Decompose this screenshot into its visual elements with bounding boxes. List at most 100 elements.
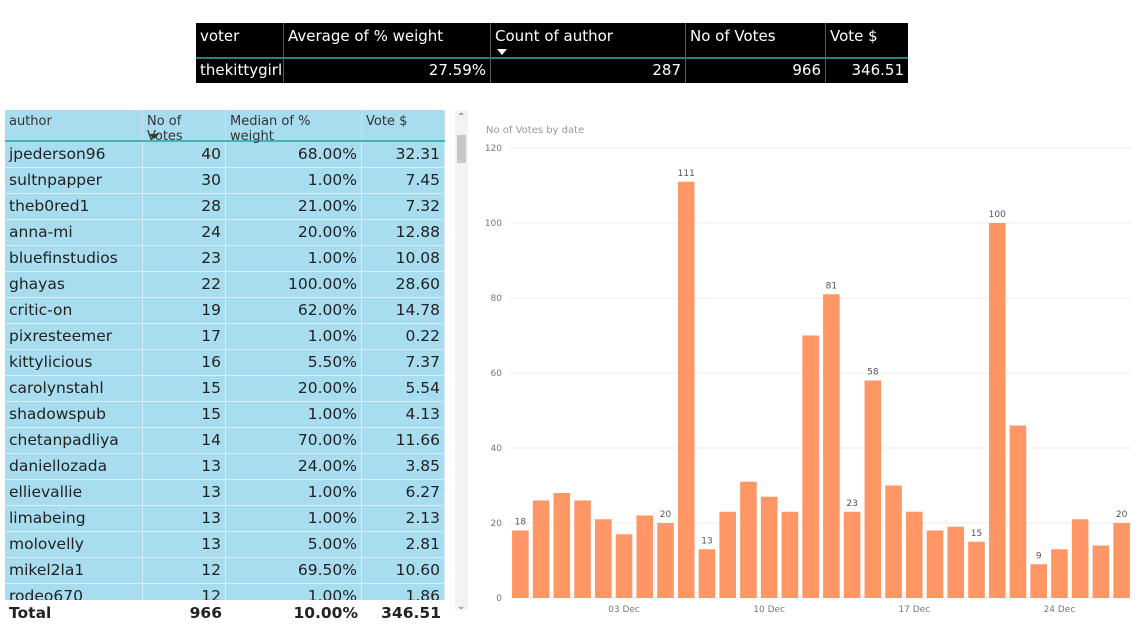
cell-author: jpederson96	[5, 142, 143, 167]
table-row[interactable]: sultnpapper 30 1.00% 7.45	[5, 168, 445, 194]
table-row[interactable]: ghayas 22 100.00% 28.60	[5, 272, 445, 298]
header-avg-weight[interactable]: Average of % weight	[284, 23, 491, 57]
cell-author: rodeo670	[5, 584, 143, 600]
table-row[interactable]: shadowspub 15 1.00% 4.13	[5, 402, 445, 428]
cell-author: molovelly	[5, 532, 143, 557]
table-row[interactable]: jpederson96 40 68.00% 32.31	[5, 142, 445, 168]
cell-votes: 13	[143, 532, 226, 557]
cell-median: 20.00%	[226, 220, 362, 245]
bar-03-dec	[615, 534, 633, 598]
cell-vote-dollar: 6.27	[362, 480, 445, 505]
cell-vote-dollar: 14.78	[362, 298, 445, 323]
bar-15-dec	[864, 380, 882, 598]
table-row[interactable]: carolynstahl 15 20.00% 5.54	[5, 376, 445, 402]
scroll-down-icon[interactable]: ⌄	[457, 601, 466, 612]
bar-18-dec	[926, 530, 944, 598]
cell-vote-dollar: 4.13	[362, 402, 445, 427]
cell-vote-dollar: 2.13	[362, 506, 445, 531]
table-row[interactable]: daniellozada 13 24.00% 3.85	[5, 454, 445, 480]
cell-median: 1.00%	[226, 584, 362, 600]
bar-30-nov	[553, 493, 571, 598]
data-label: 13	[701, 536, 712, 546]
cell-median: 20.00%	[226, 376, 362, 401]
bar-25-dec	[1071, 519, 1089, 598]
bar-26-dec	[1092, 545, 1110, 598]
data-label: 18	[515, 518, 527, 528]
cell-votes: 15	[143, 402, 226, 427]
bar-02-dec	[595, 519, 612, 598]
cell-count-author: 287	[491, 59, 686, 83]
bar-06-dec	[677, 181, 695, 598]
table-row[interactable]: rodeo670 12 1.00% 1.86	[5, 584, 445, 600]
table-row[interactable]: kittylicious 16 5.50% 7.37	[5, 350, 445, 376]
header-author[interactable]: author	[5, 110, 143, 140]
cell-median: 1.00%	[226, 168, 362, 193]
cell-votes: 30	[143, 168, 226, 193]
table-row[interactable]: anna-mi 24 20.00% 12.88	[5, 220, 445, 246]
header-vote-dollar[interactable]: Vote $	[362, 110, 445, 140]
header-no-votes[interactable]: No of Votes	[686, 23, 826, 57]
header-median-weight[interactable]: Median of % weight	[226, 110, 362, 144]
header-label: No of Votes	[147, 114, 183, 144]
cell-median: 21.00%	[226, 194, 362, 219]
header-voter[interactable]: voter	[196, 23, 284, 57]
table-row[interactable]: molovelly 13 5.00% 2.81	[5, 532, 445, 558]
table-row[interactable]: mikel2la1 12 69.50% 10.60	[5, 558, 445, 584]
cell-vote-dollar: 346.51	[851, 61, 905, 79]
data-label: 100	[989, 210, 1006, 220]
cell-votes: 40	[143, 142, 226, 167]
table-row[interactable]: ellievallie 13 1.00% 6.27	[5, 480, 445, 506]
data-label: 58	[867, 368, 879, 378]
y-tick-label: 100	[485, 219, 502, 229]
table-row: thekittygirl 27.59% 287 966 346.51	[196, 57, 908, 83]
cell-votes: 13	[143, 506, 226, 531]
scroll-up-icon[interactable]: ⌃	[457, 112, 466, 123]
bar-05-dec	[657, 523, 674, 598]
data-label: 20	[660, 510, 672, 520]
cell-vote-dollar: 7.32	[362, 194, 445, 219]
cell-vote-dollar: 10.08	[362, 246, 445, 271]
y-tick-label: 0	[496, 594, 502, 604]
cell-vote-dollar: 3.85	[362, 454, 445, 479]
bar-22-dec	[1009, 425, 1027, 598]
bar-13-dec	[823, 294, 840, 598]
header-no-votes[interactable]: No of Votes	[143, 110, 226, 144]
cell-vote-dollar: 10.60	[362, 558, 445, 583]
cell-median: 69.50%	[226, 558, 362, 583]
cell-median: 1.00%	[226, 402, 362, 427]
cell-median: 100.00%	[226, 272, 362, 297]
bar-07-dec	[698, 549, 716, 598]
cell-author: theb0red1	[5, 194, 143, 219]
table-row[interactable]: chetanpadliya 14 70.00% 11.66	[5, 428, 445, 454]
bar-01-dec	[574, 500, 591, 598]
cell-votes: 12	[143, 558, 226, 583]
cell-author: shadowspub	[5, 402, 143, 427]
header-vote-dollar[interactable]: Vote $	[830, 27, 878, 45]
cell-author: pixresteemer	[5, 324, 143, 349]
header-count-author[interactable]: Count of author	[491, 23, 686, 57]
table-row[interactable]: bluefinstudios 23 1.00% 10.08	[5, 246, 445, 272]
bar-27-dec	[1113, 523, 1130, 598]
table-scrollbar[interactable]: ⌃ ⌄	[455, 110, 468, 612]
scrollbar-thumb[interactable]	[457, 135, 466, 163]
table-row[interactable]: limabeing 13 1.00% 2.13	[5, 506, 445, 532]
bar-17-dec	[906, 511, 923, 598]
x-tick-label: 24 Dec	[1044, 605, 1076, 615]
cell-vote-dollar: 7.45	[362, 168, 445, 193]
cell-median: 1.00%	[226, 506, 362, 531]
total-median: 10.00%	[293, 604, 358, 622]
cell-median: 70.00%	[226, 428, 362, 453]
table-row[interactable]: critic-on 19 62.00% 14.78	[5, 298, 445, 324]
x-tick-label: 10 Dec	[753, 605, 785, 615]
table-row[interactable]: theb0red1 28 21.00% 7.32	[5, 194, 445, 220]
header-label: Count of author	[495, 27, 613, 45]
table-row[interactable]: pixresteemer 17 1.00% 0.22	[5, 324, 445, 350]
cell-median: 5.00%	[226, 532, 362, 557]
y-tick-label: 120	[485, 144, 502, 154]
data-label: 9	[1036, 551, 1042, 561]
bar-24-dec	[1051, 549, 1068, 598]
data-label: 15	[971, 529, 982, 539]
y-tick-label: 40	[491, 444, 503, 454]
cell-author: chetanpadliya	[5, 428, 143, 453]
total-row: Total 966 10.00% 346.51	[5, 600, 445, 627]
